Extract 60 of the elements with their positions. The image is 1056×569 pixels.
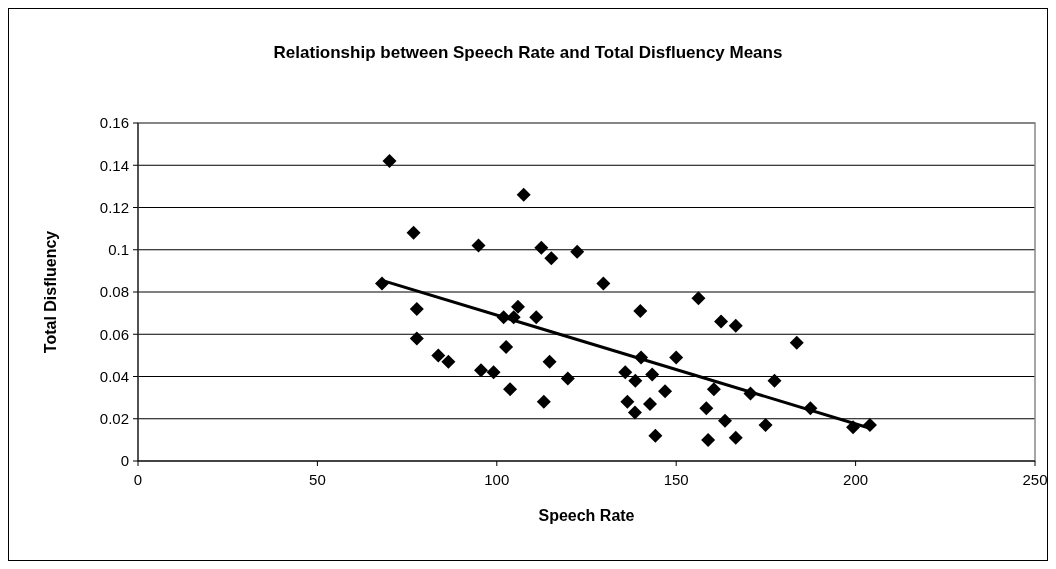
point	[544, 251, 559, 266]
point	[658, 384, 673, 399]
point	[699, 401, 714, 416]
point	[536, 394, 551, 409]
point	[409, 301, 424, 316]
y-tick-label: 0.14	[99, 156, 129, 174]
point	[618, 365, 633, 380]
chart-title: Relationship between Speech Rate and Total Disfluency Means	[273, 43, 783, 62]
point	[529, 310, 544, 325]
point	[441, 354, 456, 369]
y-tick-label: 0.08	[99, 283, 129, 301]
point	[431, 348, 446, 363]
point	[643, 396, 658, 411]
x-tick-label: 0	[133, 471, 143, 488]
point	[669, 350, 684, 365]
point	[627, 405, 642, 420]
point	[471, 238, 486, 253]
point	[542, 354, 557, 369]
point	[628, 373, 643, 388]
point	[718, 413, 732, 428]
point	[706, 382, 721, 397]
x-axis-title: Speech Rate	[538, 507, 635, 524]
y-tick-label: 0.04	[99, 367, 129, 385]
y-tick-label: 0	[120, 452, 129, 470]
point	[714, 314, 729, 329]
point	[767, 373, 782, 388]
y-tick-label: 0.06	[99, 325, 129, 343]
point	[382, 154, 397, 169]
point	[701, 432, 716, 447]
point	[648, 428, 663, 443]
x-tick-label: 200	[843, 471, 869, 488]
point	[691, 291, 706, 306]
y-tick-label: 0.02	[99, 410, 129, 427]
point	[728, 430, 743, 445]
point	[645, 367, 660, 382]
point	[758, 418, 773, 433]
x-tick-label: 150	[663, 471, 689, 488]
point	[620, 394, 635, 409]
y-tick-label: 0.1	[108, 241, 129, 258]
point	[789, 335, 804, 350]
point	[499, 339, 514, 354]
point	[534, 240, 549, 255]
point	[633, 304, 648, 319]
x-tick-label: 50	[309, 471, 326, 488]
point	[728, 318, 743, 333]
point	[516, 187, 531, 202]
point	[596, 276, 611, 291]
point	[570, 244, 585, 259]
y-tick-label: 0.12	[99, 198, 129, 216]
point	[406, 225, 421, 240]
point	[560, 371, 575, 386]
point	[503, 382, 518, 397]
point	[409, 331, 424, 346]
x-tick-label: 100	[484, 471, 510, 488]
point	[510, 299, 525, 314]
point	[474, 363, 489, 378]
y-tick-label: 0.16	[99, 114, 129, 132]
x-tick-label: 250	[1022, 471, 1048, 488]
point	[486, 365, 501, 380]
y-axis-title: Total Disfluency	[42, 230, 59, 354]
